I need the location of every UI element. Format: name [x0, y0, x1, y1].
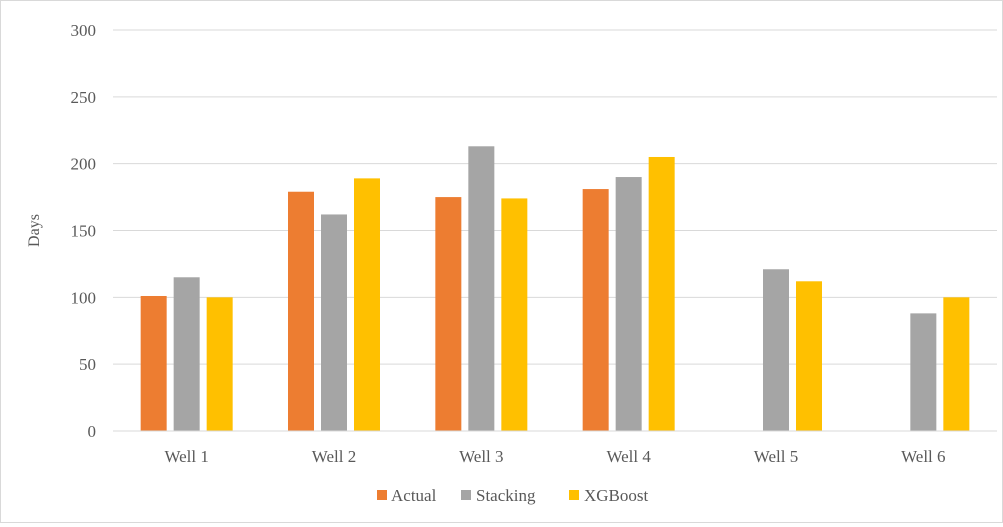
bar-actual-well-4	[582, 189, 609, 431]
y-tick-label: 250	[71, 88, 97, 107]
bar-xgboost-well-1	[206, 297, 233, 431]
bar-actual-well-1	[140, 295, 167, 431]
bar-xgboost-well-5	[796, 281, 822, 431]
x-axis-categories: Well 1 Well 2 Well 3 Well 4 Well 5 Well 6	[164, 447, 945, 466]
bar-stacking-well-2	[321, 214, 347, 431]
y-tick-label: 200	[71, 155, 97, 174]
bar-stacking-well-5	[763, 269, 789, 431]
bar-stacking-well-3	[468, 146, 495, 432]
legend-swatch-xgboost	[569, 490, 579, 500]
y-axis-ticks: 0 50 100 150 200 250 300	[71, 21, 97, 441]
bar-stacking-well-4	[615, 177, 642, 431]
y-tick-label: 100	[71, 288, 97, 307]
bar-xgboost-well-4	[648, 156, 675, 431]
x-tick-label: Well 1	[164, 447, 208, 466]
y-tick-label: 300	[71, 21, 97, 40]
bar-xgboost-well-3	[501, 198, 528, 431]
bar-stacking-well-1	[173, 277, 200, 431]
y-axis-label: Days	[26, 214, 43, 247]
bar-xgboost-well-6	[943, 297, 970, 431]
bar-actual-well-3	[435, 197, 462, 431]
x-tick-label: Well 4	[606, 447, 651, 466]
x-tick-label: Well 2	[312, 447, 356, 466]
legend-label-stacking: Stacking	[476, 486, 536, 505]
legend-label-xgboost: XGBoost	[584, 486, 649, 505]
y-tick-label: 0	[88, 422, 97, 441]
x-tick-label: Well 5	[754, 447, 798, 466]
x-tick-label: Well 3	[459, 447, 503, 466]
bars	[140, 146, 970, 432]
legend: Actual Stacking XGBoost	[377, 486, 649, 505]
legend-label-actual: Actual	[391, 486, 437, 505]
bar-actual-well-2	[288, 191, 314, 431]
bar-xgboost-well-2	[354, 178, 380, 431]
x-tick-label: Well 6	[901, 447, 945, 466]
gridlines	[113, 29, 997, 365]
bar-stacking-well-6	[910, 313, 937, 431]
y-tick-label: 150	[71, 222, 97, 241]
y-tick-label: 50	[79, 355, 96, 374]
legend-swatch-stacking	[461, 490, 471, 500]
legend-swatch-actual	[377, 490, 387, 500]
